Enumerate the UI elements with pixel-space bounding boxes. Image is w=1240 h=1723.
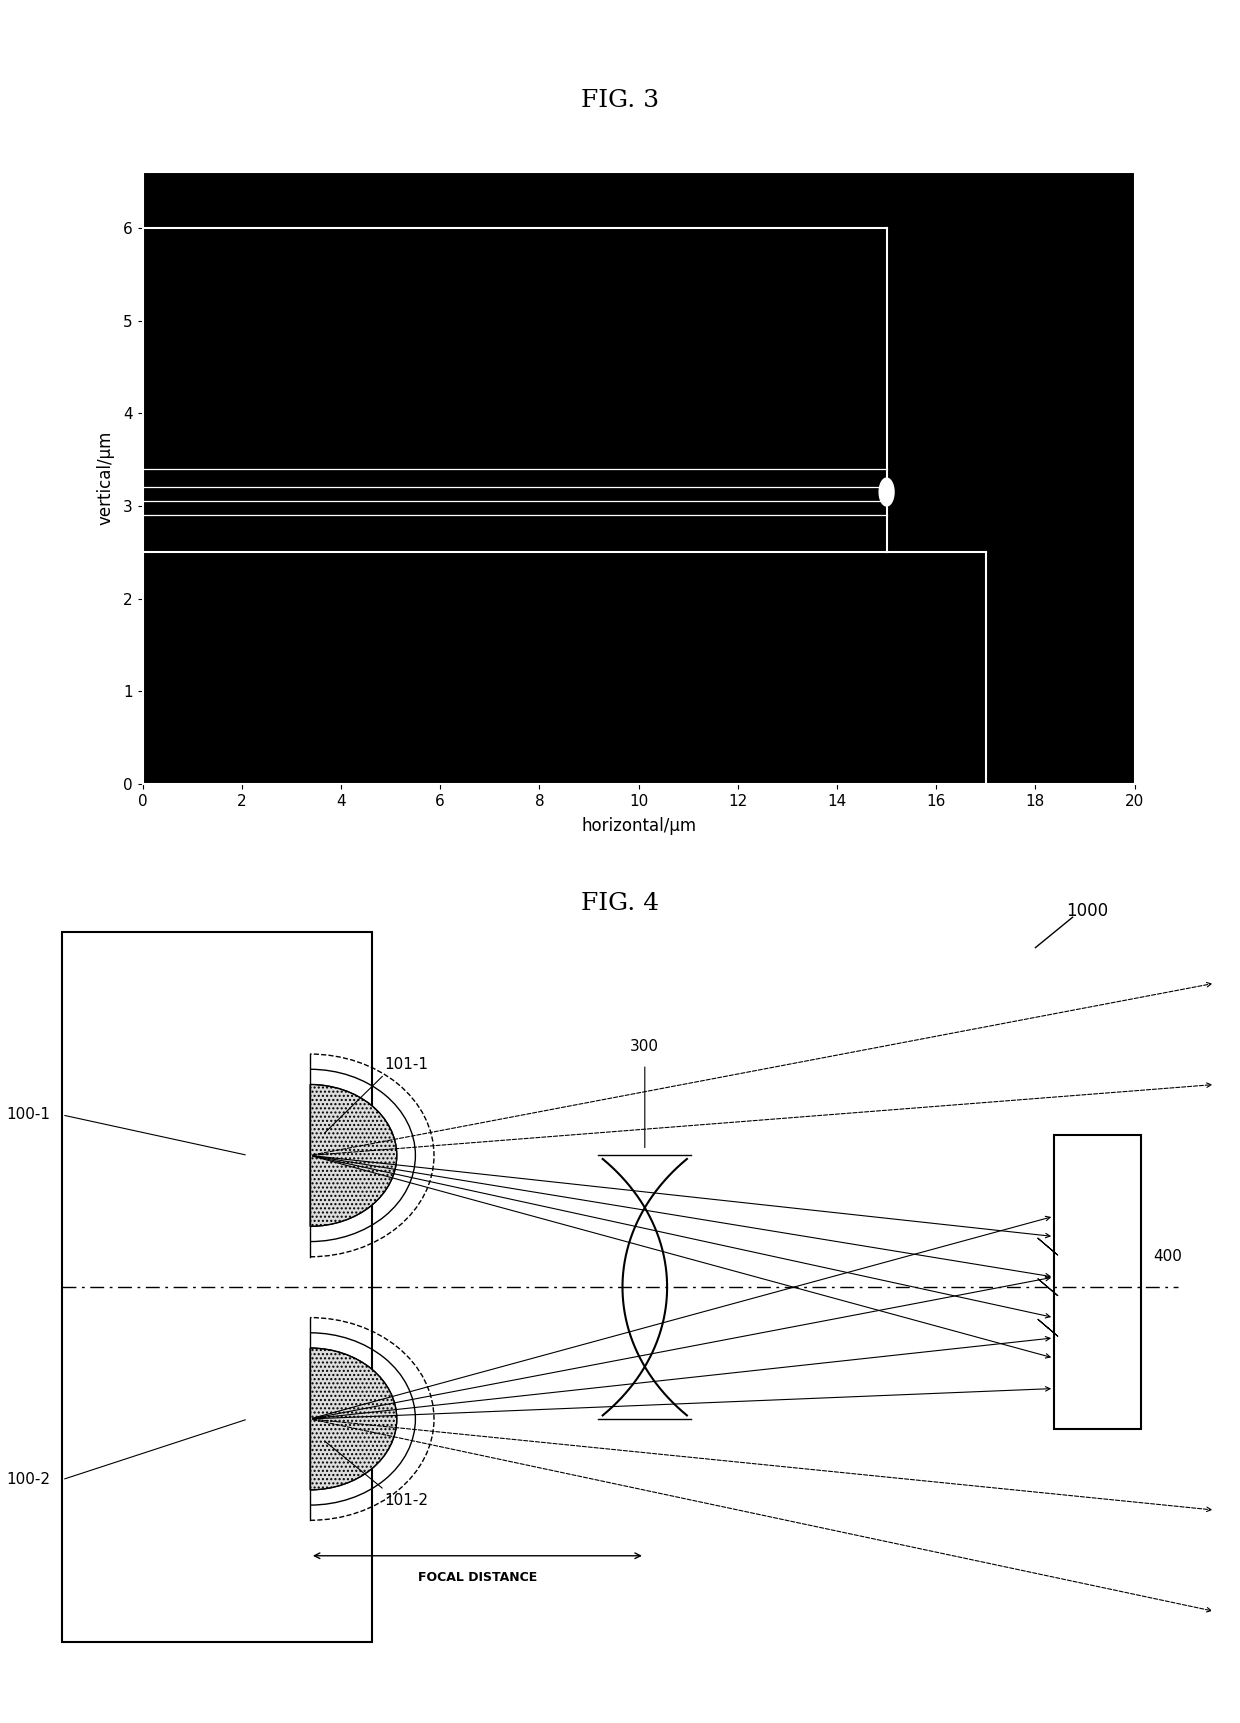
Text: FIG. 4: FIG. 4 (580, 893, 660, 915)
Text: 101-2: 101-2 (384, 1492, 428, 1508)
Text: 400: 400 (1153, 1249, 1182, 1265)
Text: 1000: 1000 (1066, 903, 1109, 920)
X-axis label: horizontal/μm: horizontal/μm (582, 817, 696, 836)
Y-axis label: vertical/μm: vertical/μm (97, 431, 115, 526)
Text: 300: 300 (630, 1039, 660, 1054)
Text: FIG. 3: FIG. 3 (580, 90, 660, 112)
Bar (1054, 1135, 1141, 1428)
Bar (62, 932, 372, 1642)
Text: 101-1: 101-1 (384, 1056, 428, 1072)
Polygon shape (879, 479, 894, 507)
Text: FOCAL DISTANCE: FOCAL DISTANCE (418, 1571, 537, 1583)
Wedge shape (310, 1347, 397, 1490)
Wedge shape (310, 1084, 397, 1227)
Text: 100-1: 100-1 (6, 1108, 50, 1122)
Text: 100-2: 100-2 (6, 1471, 50, 1487)
